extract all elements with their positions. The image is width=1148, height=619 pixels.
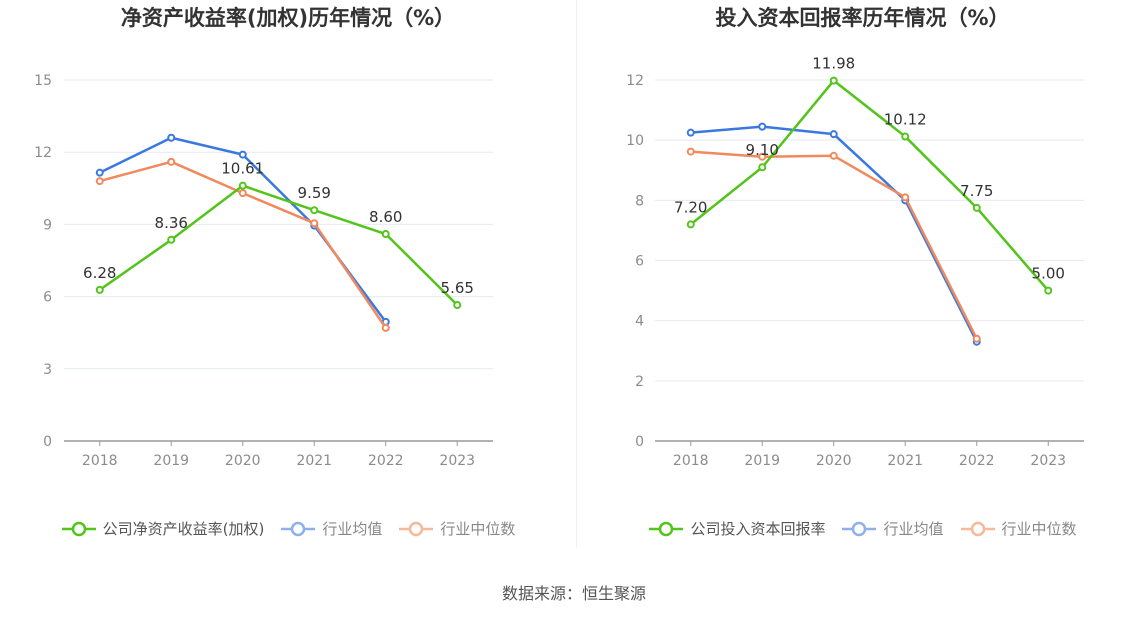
data-point xyxy=(310,206,319,215)
legend-label: 公司投入资本回报率 xyxy=(690,520,826,538)
data-label: 5.00 xyxy=(1032,265,1065,283)
y-tick-label: 10 xyxy=(626,133,644,149)
data-point xyxy=(758,163,767,172)
data-point xyxy=(167,133,176,142)
y-tick-label: 9 xyxy=(43,217,52,233)
data-label: 8.36 xyxy=(155,214,188,232)
data-label: 7.20 xyxy=(674,198,707,216)
legend-line-icon xyxy=(649,521,684,536)
data-point xyxy=(829,130,838,139)
y-tick-label: 4 xyxy=(635,314,644,330)
legend-item[interactable]: 公司投入资本回报率 xyxy=(648,518,825,539)
x-tick-label: 2021 xyxy=(296,453,332,469)
panel-divider xyxy=(576,0,577,548)
y-tick-label: 6 xyxy=(635,254,644,270)
series-line xyxy=(99,184,459,306)
x-tick-label: 2018 xyxy=(673,453,709,469)
x-tick-label: 2023 xyxy=(439,453,475,469)
chart-legend: 公司净资产收益率(加权) 行业均值 行业中位数 xyxy=(0,518,576,539)
legend-line-icon xyxy=(61,521,96,536)
legend-line-icon xyxy=(960,521,995,536)
data-label: 10.61 xyxy=(221,160,264,178)
data-point xyxy=(758,152,767,161)
chart-legend: 公司投入资本回报率 行业均值 行业中位数 xyxy=(577,518,1148,539)
data-point xyxy=(381,323,390,332)
data-label: 7.75 xyxy=(960,182,993,200)
data-point xyxy=(829,151,838,160)
legend-line-icon xyxy=(399,521,434,536)
data-point xyxy=(95,168,104,177)
data-point xyxy=(238,150,247,159)
data-point xyxy=(381,230,390,239)
data-point xyxy=(686,128,695,137)
chart-panel-roe: 净资产收益率(加权)历年情况（%） 0 3 6 9 12 15 2018 2019 2020 20… xyxy=(0,0,576,560)
legend-item[interactable]: 行业均值 xyxy=(841,518,944,539)
x-tick-label: 2021 xyxy=(887,453,923,469)
chart-title: 投入资本回报率历年情况（%） xyxy=(715,6,1010,30)
series-line xyxy=(689,79,1050,292)
data-point xyxy=(453,301,462,310)
legend-item[interactable]: 行业均值 xyxy=(280,518,382,539)
data-point xyxy=(310,219,319,228)
data-point xyxy=(167,157,176,166)
legend-line-icon xyxy=(281,521,316,536)
data-point xyxy=(167,235,176,244)
x-tick-label: 2023 xyxy=(1030,453,1066,469)
x-tick-label: 2020 xyxy=(225,453,261,469)
data-point xyxy=(901,132,910,141)
y-tick-label: 6 xyxy=(43,290,52,306)
data-point xyxy=(95,177,104,186)
y-tick-label: 8 xyxy=(635,193,644,209)
data-point xyxy=(972,203,981,212)
x-tick-label: 2019 xyxy=(744,453,780,469)
y-tick-label: 2 xyxy=(635,374,644,390)
y-tick-label: 15 xyxy=(34,73,52,89)
data-label: 6.28 xyxy=(83,264,116,282)
data-label: 9.59 xyxy=(298,184,331,202)
legend-label: 行业中位数 xyxy=(440,520,516,538)
y-tick-label: 12 xyxy=(34,145,52,161)
legend-label: 公司净资产收益率(加权) xyxy=(102,520,265,538)
data-label: 8.60 xyxy=(369,208,402,226)
data-point xyxy=(758,122,767,131)
data-label: 11.98 xyxy=(812,55,855,73)
data-label: 10.12 xyxy=(884,111,927,129)
data-point xyxy=(686,147,695,156)
data-point xyxy=(972,334,981,343)
legend-item[interactable]: 行业中位数 xyxy=(398,518,515,539)
data-label: 9.10 xyxy=(746,141,779,159)
x-tick-label: 2022 xyxy=(959,453,995,469)
data-label: 5.65 xyxy=(441,279,474,297)
x-tick-label: 2020 xyxy=(816,453,852,469)
y-tick-label: 0 xyxy=(43,434,52,450)
series-line xyxy=(690,150,978,340)
x-tick-label: 2019 xyxy=(153,453,189,469)
data-point xyxy=(901,193,910,202)
legend-line-icon xyxy=(842,521,877,536)
y-tick-label: 3 xyxy=(43,362,52,378)
legend-label: 行业均值 xyxy=(883,520,944,538)
legend-item[interactable]: 行业中位数 xyxy=(960,518,1077,539)
data-point xyxy=(686,220,695,229)
data-point xyxy=(829,76,838,85)
data-source-note: 数据来源：恒生聚源 xyxy=(501,584,646,603)
chart-plot-roe: 0 3 6 9 12 15 2018 2019 2020 2021 2022 2023 6.28 8.36… xyxy=(34,73,493,469)
legend-label: 行业均值 xyxy=(322,520,383,538)
data-point xyxy=(238,189,247,198)
chart-panel-roic: 投入资本回报率历年情况（%） 0 2 4 6 8 10 12 2018 2019 2020 2021… xyxy=(577,0,1148,560)
x-tick-label: 2022 xyxy=(368,453,404,469)
y-tick-label: 12 xyxy=(626,73,644,89)
data-point xyxy=(238,181,247,190)
chart-plot-roic: 0 2 4 6 8 10 12 2018 2019 2020 2021 2022 2023 7.20 9.1… xyxy=(626,55,1084,469)
legend-label: 行业中位数 xyxy=(1001,520,1077,538)
y-tick-label: 0 xyxy=(635,434,644,450)
chart-title: 净资产收益率(加权)历年情况（%） xyxy=(120,6,456,30)
data-point xyxy=(95,285,104,294)
data-point xyxy=(1044,286,1053,295)
x-tick-label: 2018 xyxy=(82,453,118,469)
legend-item[interactable]: 公司净资产收益率(加权) xyxy=(61,518,265,539)
